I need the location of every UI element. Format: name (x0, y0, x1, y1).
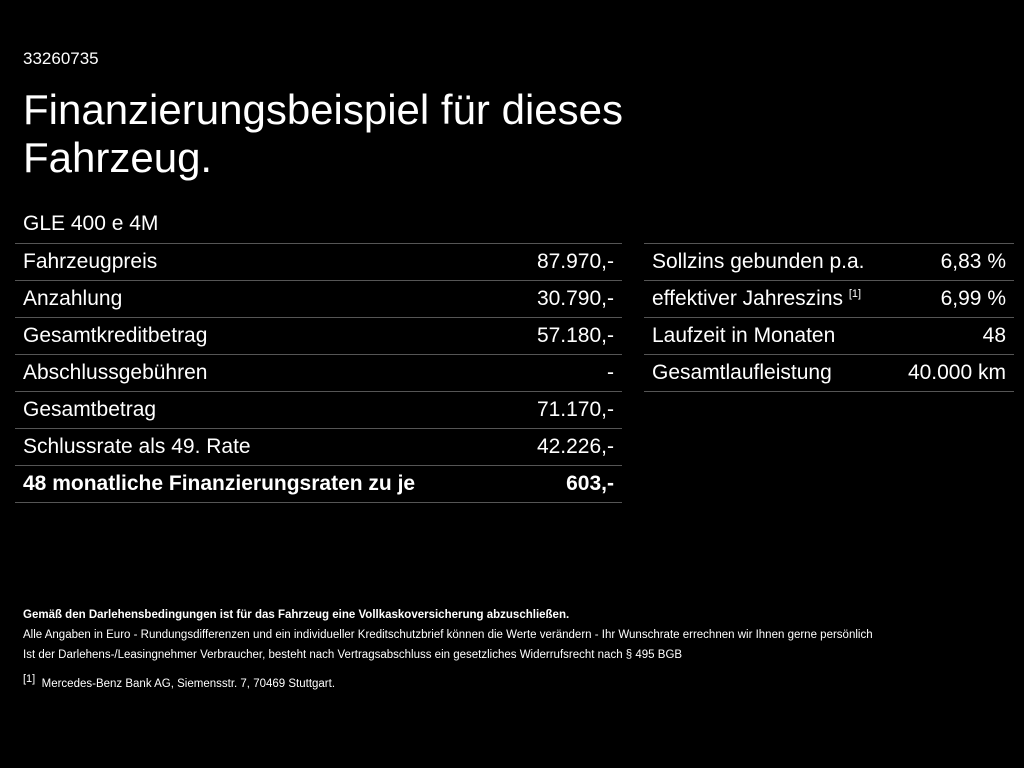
row: Laufzeit in Monaten 48 (644, 317, 1014, 355)
notes: Gemäß den Darlehensbedingungen ist für d… (23, 605, 873, 694)
footnote-text: Mercedes-Benz Bank AG, Siemensstr. 7, 70… (41, 677, 336, 690)
value: - (509, 354, 622, 392)
label: Fahrzeugpreis (23, 250, 158, 273)
value: 6,99 % (890, 280, 1014, 318)
label-cell: Sollzins gebunden p.a. (644, 243, 891, 281)
row: Fahrzeugpreis 87.970,- (15, 243, 622, 281)
row: effektiver Jahreszins [1] 6,99 % (644, 280, 1014, 318)
note-bold: Gemäß den Darlehensbedingungen ist für d… (23, 609, 570, 621)
label: Sollzins gebunden p.a. (652, 250, 865, 273)
right-table: Sollzins gebunden p.a. 6,83 % effektiver J… (644, 243, 1014, 392)
label-cell: Fahrzeugpreis (15, 243, 510, 281)
row: Sollzins gebunden p.a. 6,83 % (644, 243, 1014, 281)
title: Finanzierungsbeispiel für dieses Fahrzeug… (23, 86, 623, 182)
row: Schlussrate als 49. Rate 42.226,- (15, 428, 622, 466)
row: Gesamtbetrag 71.170,- (15, 391, 622, 429)
row: Gesamtlaufleistung 40.000 km (644, 354, 1014, 392)
left-table: Fahrzeugpreis 87.970,- Anzahlung 30.790,- Ge… (15, 243, 622, 503)
label: Gesamtlaufleistung (652, 361, 832, 384)
label-cell: Gesamtlaufleistung (644, 354, 891, 392)
label-cell: Laufzeit in Monaten (644, 317, 891, 355)
value: 71.170,- (509, 391, 622, 429)
id: 33260735 (23, 49, 99, 68)
note: Alle Angaben in Euro - Rundungsdifferenz… (23, 629, 873, 641)
note: Ist der Darlehens-/Leasingnehmer Verbrau… (23, 649, 683, 661)
label: effektiver Jahreszins (652, 287, 844, 310)
value: 603,- (509, 465, 622, 503)
row: 48 monatliche Finanzierungsraten zu je 60… (15, 465, 622, 503)
label-cell: Gesamtbetrag (15, 391, 510, 429)
label: Schlussrate als 49. Rate (23, 435, 251, 458)
label: Gesamtkreditbetrag (23, 324, 208, 347)
value: 42.226,- (509, 428, 622, 466)
label: Gesamtbetrag (23, 398, 157, 421)
value: 57.180,- (509, 317, 622, 355)
label: Abschlussgebühren (23, 361, 208, 384)
value: 40.000 km (890, 354, 1014, 392)
row: Anzahlung 30.790,- (15, 280, 622, 318)
label: 48 monatliche Finanzierungsraten zu je (23, 472, 416, 495)
title-line: Fahrzeug. (23, 134, 213, 181)
footnote-ref: [1] (848, 288, 862, 300)
value: 87.970,- (509, 243, 622, 281)
footnote: [1] Mercedes-Benz Bank AG, Siemensstr. 7… (23, 669, 873, 694)
label: Anzahlung (23, 287, 123, 310)
label-cell: Schlussrate als 49. Rate (15, 428, 510, 466)
model: GLE 400 e 4M (23, 212, 159, 235)
value: 30.790,- (509, 280, 622, 318)
label-cell: Anzahlung (15, 280, 510, 318)
value: 48 (890, 317, 1014, 355)
title-line: Finanzierungsbeispiel für dieses (23, 86, 623, 133)
label-cell: Abschlussgebühren (15, 354, 510, 392)
label-cell: Gesamtkreditbetrag (15, 317, 510, 355)
label: Laufzeit in Monaten (652, 324, 836, 347)
row: Abschlussgebühren - (15, 354, 622, 392)
row: Gesamtkreditbetrag 57.180,- (15, 317, 622, 355)
label-cell: effektiver Jahreszins [1] (644, 280, 891, 318)
value: 6,83 % (890, 243, 1014, 281)
label-cell: 48 monatliche Finanzierungsraten zu je (15, 465, 510, 503)
footnote-mark: [1] (23, 673, 36, 685)
